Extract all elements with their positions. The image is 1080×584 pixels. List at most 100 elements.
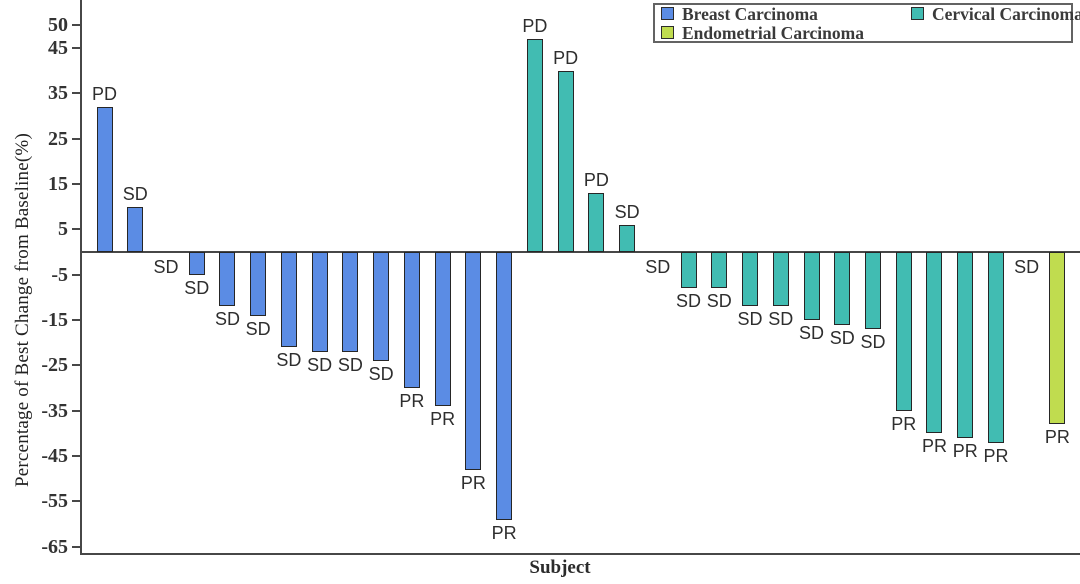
response-label: PD (91, 83, 117, 104)
y-tick (72, 228, 80, 231)
response-label: PR (491, 522, 517, 543)
bar-subject-11 (403, 252, 420, 389)
y-axis-spine (80, 0, 82, 555)
bar-subject-7 (280, 252, 297, 348)
response-label: SD (1014, 257, 1040, 277)
bar-subject-6 (250, 252, 267, 316)
y-tick (72, 24, 80, 27)
bar-subject-25 (834, 252, 851, 325)
response-label: PR (430, 409, 456, 430)
legend-item: Endometrial Carcinoma (661, 24, 911, 42)
y-tick (72, 455, 80, 458)
y-tick (72, 409, 80, 412)
legend-swatch-icon (661, 26, 674, 39)
response-label: SD (737, 309, 763, 330)
response-label: SD (122, 183, 148, 204)
bar-subject-17 (588, 193, 605, 252)
bar-subject-28 (926, 252, 943, 434)
legend-item: Cervical Carcinoma (911, 5, 1080, 23)
bar-subject-8 (311, 252, 328, 352)
y-tick-label: -15 (41, 309, 68, 332)
response-label: SD (645, 257, 671, 277)
bar-subject-14 (496, 252, 513, 520)
bar-subject-29 (957, 252, 974, 438)
bar-subject-27 (895, 252, 912, 411)
bar-subject-2 (127, 206, 144, 252)
y-tick-label: 15 (48, 172, 68, 195)
response-label: PR (460, 472, 486, 493)
bar-subject-4 (188, 252, 205, 275)
zero-baseline (80, 251, 1080, 253)
bar-subject-10 (373, 252, 390, 361)
y-tick-label: 25 (48, 127, 68, 150)
y-tick (72, 46, 80, 49)
response-label: PR (399, 391, 425, 412)
y-tick-label: -35 (41, 399, 68, 422)
y-tick-label: 35 (48, 82, 68, 105)
y-tick-label: -25 (41, 354, 68, 377)
legend: Breast Carcinoma Cervical Carcinoma Endome… (653, 3, 1080, 43)
y-tick-label: 50 (48, 14, 68, 37)
response-label: PR (891, 413, 917, 434)
response-label: SD (614, 201, 640, 222)
response-label: PR (983, 445, 1009, 466)
response-label: SD (799, 323, 825, 344)
response-label: PD (522, 15, 548, 36)
response-label: SD (768, 309, 794, 330)
response-label: SD (307, 354, 333, 375)
y-tick-label: -65 (41, 535, 68, 558)
legend-swatch-icon (911, 7, 924, 20)
response-label: PR (1044, 427, 1070, 448)
response-label: SD (276, 350, 302, 371)
bar-subject-22 (742, 252, 759, 307)
bar-subject-20 (680, 252, 697, 289)
bar-subject-18 (619, 224, 636, 252)
y-tick (72, 545, 80, 548)
y-tick-label: 5 (58, 218, 68, 241)
y-tick (72, 500, 80, 503)
y-tick (72, 319, 80, 322)
response-label: SD (829, 327, 855, 348)
y-tick-label: -45 (41, 445, 68, 468)
response-label: SD (676, 291, 702, 312)
legend-item: Breast Carcinoma (661, 5, 911, 23)
response-label: SD (337, 354, 363, 375)
bar-subject-21 (711, 252, 728, 289)
bar-subject-5 (219, 252, 236, 307)
response-label: SD (153, 257, 179, 277)
bar-subject-1 (96, 106, 113, 252)
bar-subject-9 (342, 252, 359, 352)
y-tick-label: -55 (41, 490, 68, 513)
bar-subject-16 (557, 70, 574, 252)
response-label: SD (214, 309, 240, 330)
response-label: SD (368, 363, 394, 384)
response-label: PD (583, 170, 609, 191)
response-label: PR (921, 436, 947, 457)
y-tick (72, 137, 80, 140)
response-label: PD (553, 47, 579, 68)
bar-subject-15 (526, 38, 543, 252)
bar-subject-32 (1049, 252, 1066, 425)
y-tick-label: -5 (51, 263, 68, 286)
bar-subject-30 (987, 252, 1004, 443)
x-axis-spine (80, 553, 1080, 555)
y-tick (72, 182, 80, 185)
response-label: SD (245, 318, 271, 339)
response-label: SD (706, 291, 732, 312)
response-label: SD (860, 332, 886, 353)
y-tick (72, 92, 80, 95)
bar-subject-13 (465, 252, 482, 470)
legend-label: Endometrial Carcinoma (682, 22, 864, 43)
response-label: PR (952, 440, 978, 461)
x-axis-title: Subject (529, 557, 591, 578)
bar-subject-12 (434, 252, 451, 407)
y-tick-label: 45 (48, 36, 68, 59)
response-label: SD (184, 277, 210, 298)
y-tick (72, 364, 80, 367)
legend-label: Cervical Carcinoma (932, 3, 1080, 24)
legend-label: Breast Carcinoma (682, 3, 818, 24)
bar-subject-23 (772, 252, 789, 307)
bar-subject-24 (803, 252, 820, 321)
y-tick (72, 273, 80, 276)
